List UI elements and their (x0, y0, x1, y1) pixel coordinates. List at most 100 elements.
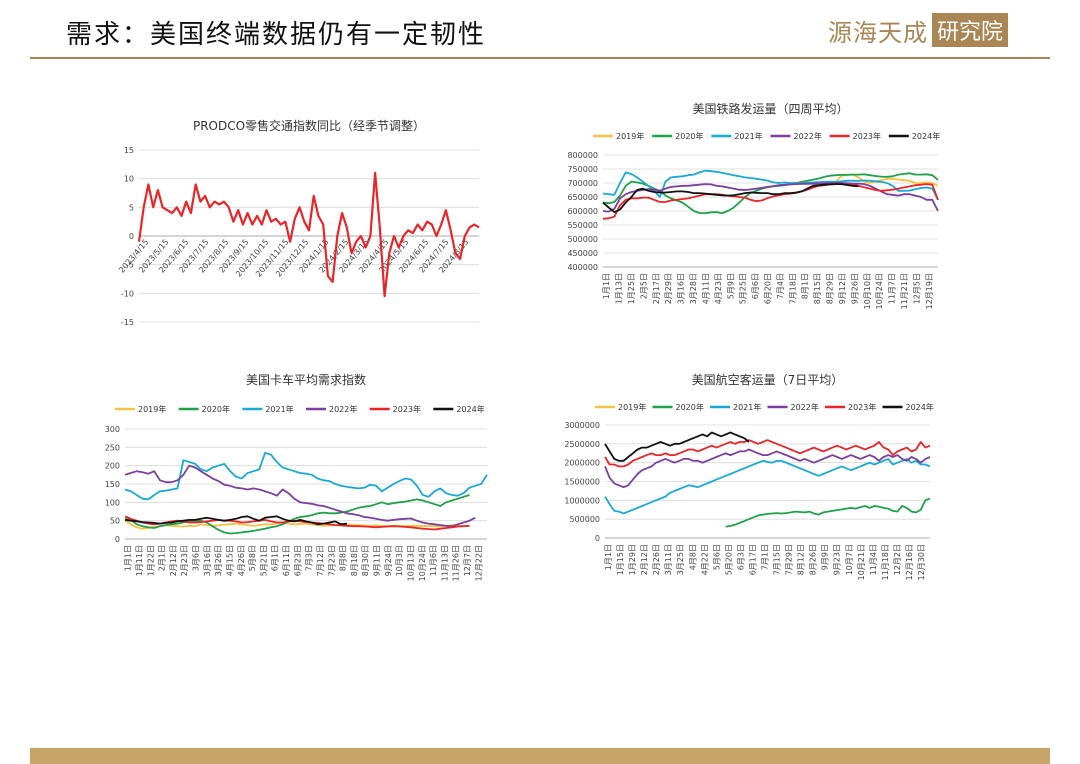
x-tick-label: 5月25日 (739, 273, 748, 304)
x-tick-label: 9月9日 (821, 544, 830, 570)
page-title: 需求：美国终端数据仍有一定韧性 (66, 20, 487, 50)
x-tick-label: 9月26日 (850, 273, 859, 304)
x-tick-label: 11月7日 (888, 273, 897, 304)
x-tick-label: 9月24日 (384, 545, 393, 576)
air-chart: 美国航空客运量（7日平均） 3000000 2500000 2000000 150000… (564, 372, 934, 580)
x-tick-label: 11月13日 (440, 545, 449, 581)
x-tick-label: 11月26日 (452, 545, 461, 581)
x-tick-label: 8月18日 (350, 545, 359, 576)
series-line-2020年 (725, 497, 931, 528)
series-line-2024年 (602, 183, 859, 213)
x-tick-label: 2月12日 (640, 544, 649, 575)
x-tick-label: 10月7日 (845, 544, 854, 575)
y-tick-label: 50 (110, 517, 120, 526)
x-tick-label: 8月1日 (801, 273, 810, 299)
legend-label: 2024年 (456, 404, 484, 414)
x-tick-label: 2月29日 (664, 273, 673, 304)
legend-label: 2021年 (734, 131, 762, 141)
x-tick-label: 5月6日 (712, 544, 721, 570)
y-tick-label: 5 (129, 203, 134, 212)
x-tick-label: 10月21日 (857, 544, 866, 580)
legend-label: 2024年 (912, 131, 940, 141)
x-tick-label: 1月22日 (146, 545, 155, 576)
legend-label: 2019年 (618, 402, 646, 412)
x-tick-label: 7月1日 (761, 544, 770, 570)
y-tick-label: 200 (105, 462, 120, 471)
y-tick-label: 0 (129, 232, 134, 241)
x-tick-label: 8月29日 (826, 273, 835, 304)
x-tick-label: 2月5日 (639, 273, 648, 299)
prodco-chart: PRODCO零售交通指数同比（经季节调整）151050-5-10-152023/… (117, 118, 480, 327)
x-tick-label: 4月23日 (714, 273, 723, 304)
footer-bar (30, 748, 1050, 764)
x-tick-label: 3月28日 (689, 273, 698, 304)
x-tick-label: 8月30日 (361, 545, 370, 576)
logo-text: 源海天成 (828, 18, 928, 47)
series-line-2021年 (604, 458, 931, 515)
y-tick-label: 1000000 (564, 496, 600, 505)
series-line-2023年 (604, 439, 931, 468)
y-tick-label: 450000 (567, 249, 598, 258)
x-tick-label: 5月20日 (724, 544, 733, 575)
y-tick-label: 250 (105, 443, 120, 452)
x-tick-label: 3月16日 (677, 273, 686, 304)
x-tick-label: 6月3日 (736, 544, 745, 570)
x-tick-label: 11月6日 (429, 545, 438, 576)
x-tick-label: 6月17日 (748, 544, 757, 575)
legend-label: 2022年 (329, 404, 357, 414)
x-tick-label: 1月25日 (627, 273, 636, 304)
x-tick-label: 11月18日 (881, 544, 890, 580)
legend-label: 2020年 (202, 404, 230, 414)
series-line (137, 171, 480, 298)
y-tick-label: 100 (105, 498, 120, 507)
legend-label: 2023年 (393, 404, 421, 414)
series-line-2019年 (124, 519, 470, 530)
y-tick-label: 800000 (567, 151, 598, 160)
x-tick-label: 5月9日 (726, 273, 735, 299)
x-tick-label: 7月29日 (785, 544, 794, 575)
x-tick-label: 9月23日 (833, 544, 842, 575)
x-tick-label: 4月22日 (700, 544, 709, 575)
x-tick-label: 1月15日 (616, 544, 625, 575)
legend-label: 2022年 (794, 131, 822, 141)
series-line-2021年 (602, 169, 939, 201)
series-line-2022年 (602, 182, 939, 213)
x-tick-label: 12月22日 (474, 545, 483, 581)
y-tick-label: 15 (124, 146, 134, 155)
legend-label: 2020年 (675, 131, 703, 141)
x-tick-label: 10月24日 (875, 273, 884, 309)
x-tick-label: 3月25日 (676, 544, 685, 575)
y-tick-label: 500000 (569, 515, 600, 524)
y-tick-label: 2500000 (564, 440, 600, 449)
y-tick-label: 1500000 (564, 478, 600, 487)
y-tick-label: 750000 (567, 165, 598, 174)
chart-title: 美国卡车平均需求指数 (246, 372, 366, 387)
series-line-2020年 (124, 494, 470, 535)
chart-title: 美国铁路发运量（四周平均） (692, 101, 848, 116)
y-tick-label: 700000 (567, 179, 598, 188)
x-tick-label: 9月12日 (838, 273, 847, 304)
x-tick-label: 4月26日 (237, 545, 246, 576)
series-line-2024年 (604, 431, 750, 462)
x-tick-label: 1月13日 (615, 273, 624, 304)
x-tick-label: 5月8日 (248, 545, 257, 571)
x-tick-label: 6月6日 (751, 273, 760, 299)
y-tick-label: 3000000 (564, 421, 600, 430)
chart-title: PRODCO零售交通指数同比（经季节调整） (193, 118, 425, 133)
y-tick-label: 10 (124, 175, 134, 184)
series-line-2024年 (124, 515, 348, 526)
x-tick-label: 12月7日 (463, 545, 472, 576)
x-tick-label: 2月12日 (169, 545, 178, 576)
x-tick-label: 8月12日 (797, 544, 806, 575)
brand-logo: 源海天成 研究院 (828, 12, 1009, 48)
x-tick-label: 7月18日 (788, 273, 797, 304)
series-line-2022年 (124, 464, 476, 528)
x-tick-label: 5月21日 (259, 545, 268, 576)
x-tick-label: 8月15日 (813, 273, 822, 304)
y-tick-label: 650000 (567, 193, 598, 202)
legend-label: 2022年 (791, 402, 819, 412)
x-tick-label: 7月4日 (776, 273, 785, 299)
x-tick-label: 3月6日 (192, 545, 201, 571)
x-tick-label: 2月23日 (180, 545, 189, 576)
y-tick-label: 2000000 (564, 459, 600, 468)
